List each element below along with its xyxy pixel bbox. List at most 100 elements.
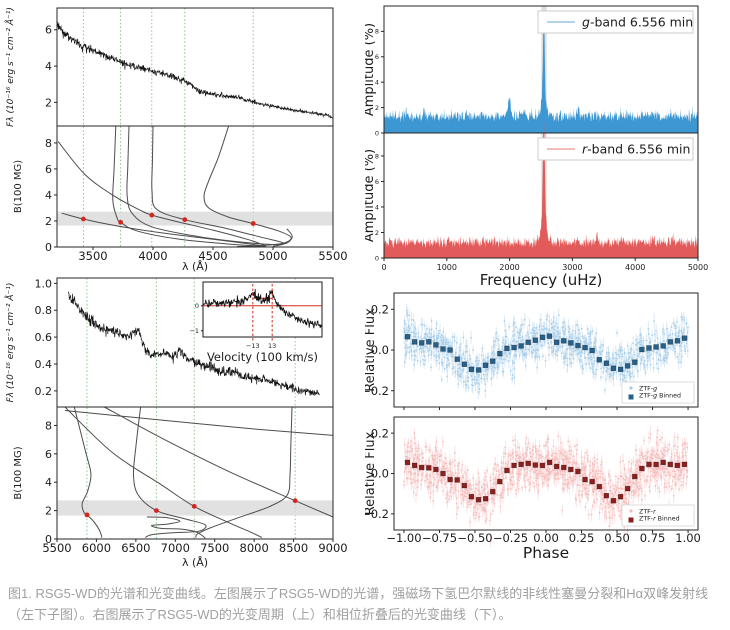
crossing-dot [191,503,197,509]
svg-text:9000: 9000 [318,541,347,555]
svg-text:3500: 3500 [78,249,107,263]
svg-text:1000: 1000 [437,263,457,272]
svg-text:8: 8 [375,28,379,36]
x-axis-label: λ (Å) [182,260,208,272]
svg-text:4000: 4000 [625,263,645,272]
crossing-dot [149,212,155,218]
binned-points [404,459,688,504]
svg-text:0.25: 0.25 [569,531,595,545]
svg-text:0: 0 [195,302,199,310]
svg-text:0.2: 0.2 [371,426,389,440]
svg-text:2000: 2000 [499,263,519,272]
svg-text:5000: 5000 [688,263,708,272]
svg-text:4500: 4500 [198,249,227,263]
legend-label: g-band 6.556 min [582,15,693,30]
scatter-errorbars [403,426,688,547]
crossing-dot [84,512,90,518]
svg-text:5000: 5000 [258,249,287,263]
legend-label: ZTF-g Binned [639,393,681,400]
svg-text:6: 6 [45,24,52,37]
figure-group: 0.2 0.4 0.6 0.8 1.0 0 2 4 6 8 5500 6000 6500 7000 7500… [4,277,348,569]
svg-text:−0.2: −0.2 [365,507,389,521]
zeeman-transition-curves [64,406,334,539]
y-axis-label-amplitude: Amplitude (%) [365,23,377,116]
svg-text:7500: 7500 [200,541,229,555]
svg-text:5500: 5500 [318,249,347,263]
svg-text:0.2: 0.2 [371,302,389,316]
svg-text:4: 4 [45,60,52,73]
svg-text:−0.2: −0.2 [365,384,389,398]
figure-caption: 图1. RSG5-WD的光谱和光变曲线。左图展示了RSG5-WD的光谱，强磁场下… [8,586,709,623]
inset-x-label: Velocity (100 km/s) [207,350,318,364]
axes-frame [56,7,334,127]
legend-label: r-band 6.556 min [582,142,690,157]
svg-text:13: 13 [268,342,276,350]
crossing-dot [292,498,298,504]
y-axis-label-relative-flux: Relative Flux [365,308,378,392]
svg-text:2: 2 [375,229,379,237]
svg-text:0.0: 0.0 [371,343,389,357]
svg-text:0.00: 0.00 [533,531,559,545]
legend: g-band 6.556 min [537,10,694,34]
zeeman-lines [86,278,296,539]
svg-text:0: 0 [45,533,52,546]
svg-text:1.00: 1.00 [675,531,701,545]
svg-text:4: 4 [375,203,379,211]
svg-text:2: 2 [375,104,379,112]
svg-text:0.50: 0.50 [604,531,630,545]
svg-text:8500: 8500 [279,541,308,555]
svg-text:0.6: 0.6 [35,331,53,344]
svg-text:6: 6 [45,163,52,176]
figure-spectrum-bfield-red: 0.2 0.4 0.6 0.8 1.0 0 2 4 6 8 5500 6000 6500 7000 7500… [4,277,348,569]
x-axis-label: Frequency (uHz) [480,271,603,289]
y-axis-label-flux: Fλ (10⁻¹⁶ erg s⁻¹ cm⁻² Å⁻¹) [4,7,16,127]
amplitude-spectrum [384,114,698,259]
svg-text:0.75: 0.75 [640,531,666,545]
svg-text:−0.50: −0.50 [457,531,492,545]
svg-text:5500: 5500 [42,541,71,555]
svg-text:7000: 7000 [161,541,190,555]
svg-text:8: 8 [45,419,52,432]
zeeman-lines [82,8,254,247]
y-axis-label-amplitude: Amplitude (%) [365,149,377,242]
svg-text:8000: 8000 [240,541,269,555]
svg-text:−1.00: −1.00 [386,531,421,545]
svg-text:0.4: 0.4 [35,358,53,371]
spectrum-trace [56,21,334,119]
figure-spectrum-bfield-blue: 2 4 6 0 2 4 6 8 3500 4000 4500 5000 5500 λ (Å) Fλ (10⁻… [4,7,348,272]
y-axis-label-flux: Fλ (10⁻¹⁶ erg s⁻¹ cm⁻² Å⁻¹) [4,283,16,403]
svg-text:4000: 4000 [138,249,167,263]
y-axis-label-bfield: B(100 MG) [13,446,24,499]
scatter-points [403,429,689,543]
crossing-dot [182,217,188,223]
svg-text:2: 2 [45,96,52,109]
svg-text:0: 0 [375,254,379,262]
inset-profile [202,288,323,329]
svg-text:0.2: 0.2 [35,385,53,398]
svg-text:0: 0 [375,129,379,137]
crossing-dot [250,221,256,226]
zeeman-transition-curves [57,125,293,248]
svg-text:−0.25: −0.25 [493,531,528,545]
binned-points [404,333,688,373]
legend: r-band 6.556 min [537,137,694,161]
svg-text:0.8: 0.8 [35,304,53,317]
y-axis-label-relative-flux: Relative Flux [365,431,378,515]
svg-text:2: 2 [45,215,52,228]
amplitude-spectrum [384,12,698,134]
spectrum-trace [67,291,320,396]
svg-text:8: 8 [45,137,52,150]
legend-label: ZTF-r Binned [639,516,680,523]
svg-text:6: 6 [375,53,379,61]
svg-text:−0.75: −0.75 [422,531,457,545]
svg-text:2: 2 [45,505,52,518]
svg-text:0.0: 0.0 [371,467,389,481]
legend-label: ZTF-g [639,385,657,392]
crossing-dot [153,508,159,514]
svg-text:6500: 6500 [121,541,150,555]
